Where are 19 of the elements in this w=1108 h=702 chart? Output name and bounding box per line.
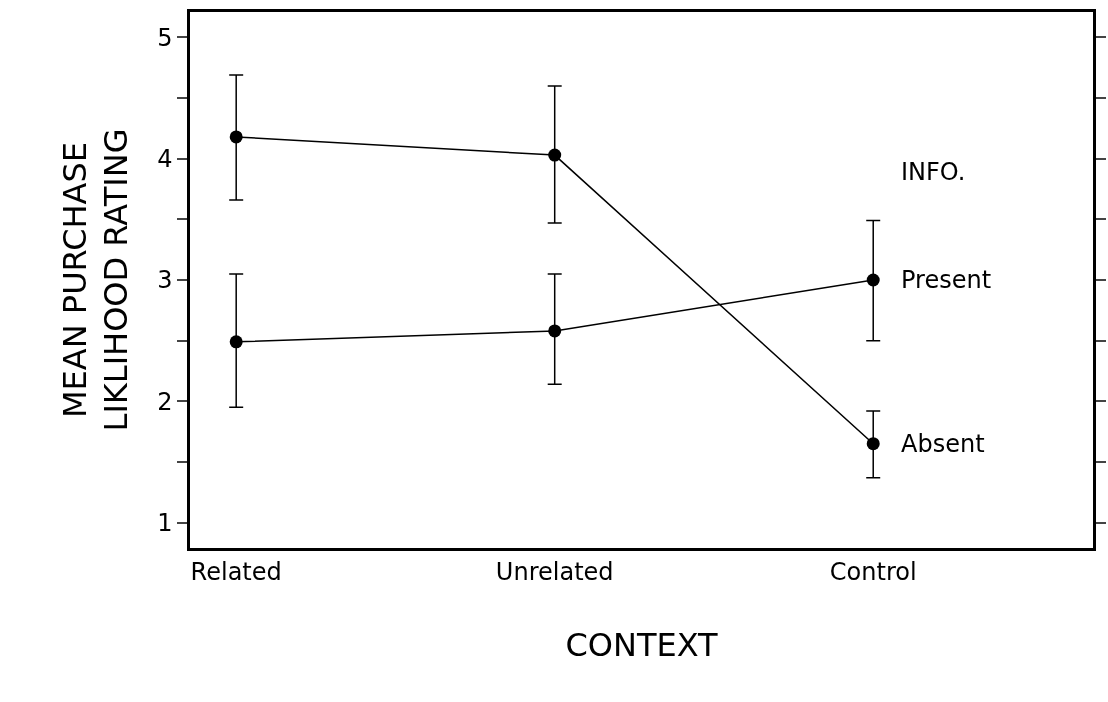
series-label: Present — [901, 266, 992, 294]
legend-title: INFO. — [901, 158, 966, 186]
point — [866, 437, 880, 451]
y-tick-label: 5 — [157, 23, 173, 52]
y-tick-label: 2 — [157, 387, 173, 416]
x-tick-label: Unrelated — [495, 557, 614, 586]
y-axis-title: MEAN PURCHASE LIKLIHOOD RATING — [55, 128, 136, 432]
x-tick-label: Related — [190, 557, 282, 586]
point — [548, 324, 562, 338]
series-label: Absent — [901, 430, 985, 458]
x-tick-label: Control — [829, 557, 917, 586]
point — [866, 273, 880, 287]
x-axis-title: CONTEXT — [565, 626, 719, 665]
y-tick-label: 4 — [157, 145, 173, 174]
point — [229, 130, 243, 144]
y-tick-label: 3 — [157, 266, 173, 295]
point — [229, 335, 243, 349]
y-tick-label: 1 — [157, 508, 173, 537]
point — [548, 148, 562, 162]
